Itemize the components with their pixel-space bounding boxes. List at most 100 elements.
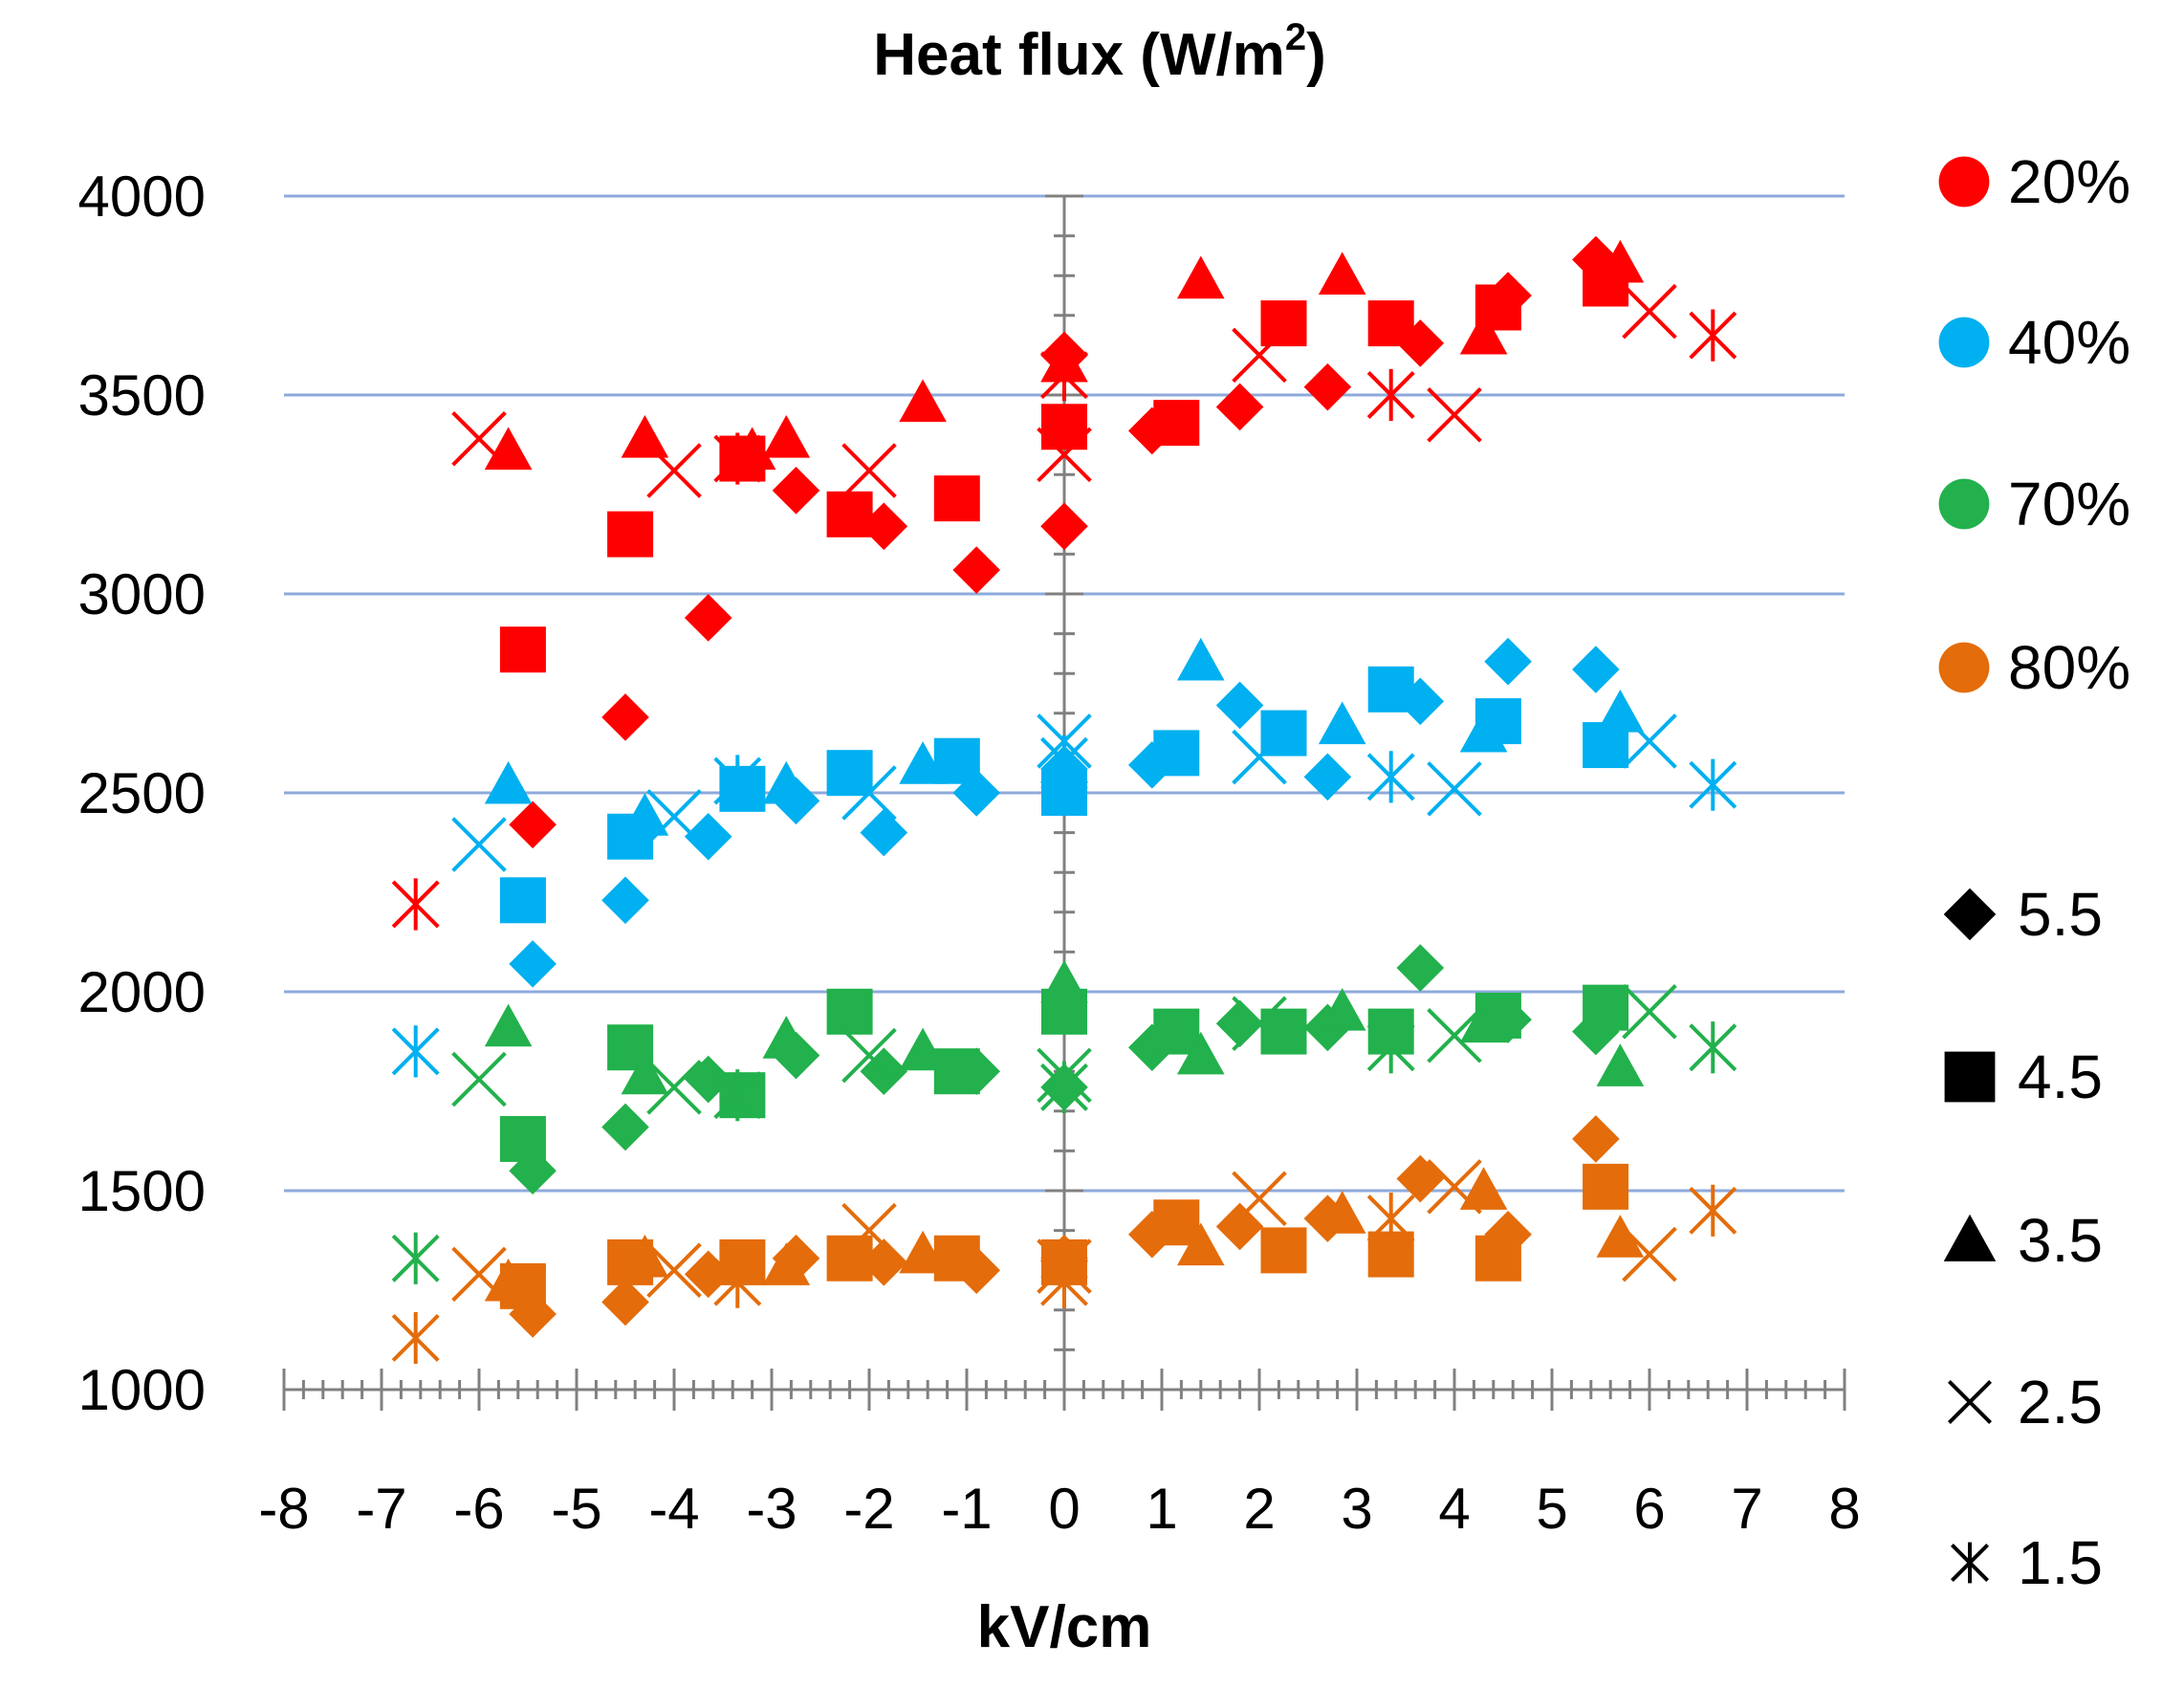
x-tick-label: 8: [1828, 1477, 1860, 1541]
data-point: [1260, 300, 1307, 347]
data-point: [451, 1246, 507, 1303]
legend-label: 4.5: [2018, 1042, 2103, 1111]
data-point: [899, 1230, 947, 1274]
axes: [282, 194, 1846, 1411]
y-tick-label: 4000: [78, 164, 206, 229]
data-point: [899, 741, 947, 784]
data-point: [646, 443, 702, 498]
data-point: [1427, 1007, 1482, 1063]
series: [451, 283, 1677, 498]
data-point: [826, 988, 873, 1035]
data-point: [1040, 1234, 1088, 1278]
chart-title-sup: 2: [1285, 16, 1306, 58]
data-point: [1366, 368, 1415, 422]
legend-label: 80%: [2008, 633, 2130, 702]
data-point: [860, 808, 908, 857]
data-point: [1366, 1021, 1415, 1074]
data-point: [1689, 1184, 1737, 1237]
data-point: [451, 410, 507, 467]
data-point: [607, 511, 654, 558]
data-points: [391, 235, 1737, 1365]
legend-label: 2.5: [2018, 1368, 2103, 1436]
data-point: [899, 379, 947, 423]
data-point: [646, 1060, 702, 1115]
data-point: [1232, 1171, 1287, 1227]
data-point: [1040, 502, 1088, 551]
data-point: [391, 1025, 440, 1078]
data-point: [1572, 1115, 1620, 1163]
data-point: [1303, 362, 1352, 411]
data-point: [499, 877, 546, 924]
data-point: [1583, 984, 1629, 1031]
data-point: [601, 693, 649, 741]
data-point: [1427, 1159, 1482, 1215]
data-point: [1037, 427, 1092, 483]
data-point: [841, 1202, 897, 1259]
data-point: [1318, 988, 1366, 1031]
chart-title-suffix: ): [1306, 22, 1326, 88]
data-point: [1215, 999, 1264, 1048]
x-tick-label: -1: [941, 1477, 992, 1541]
data-point: [1040, 734, 1088, 787]
legend-marker-swatch: [1943, 1214, 1997, 1261]
data-point: [1367, 300, 1414, 347]
data-point: [1459, 709, 1508, 753]
data-point: [1232, 729, 1287, 785]
data-point: [772, 467, 820, 515]
series: [391, 1184, 1737, 1365]
x-tick-label: 5: [1536, 1477, 1567, 1541]
data-point: [1427, 387, 1482, 443]
data-point: [1484, 637, 1532, 686]
series: [451, 1159, 1677, 1303]
legend-label: 40%: [2008, 308, 2130, 377]
data-point: [1318, 1191, 1366, 1234]
data-point: [841, 765, 897, 821]
x-tick-label: 2: [1243, 1477, 1275, 1541]
data-point: [509, 940, 557, 988]
data-point: [391, 1232, 440, 1284]
legend-label: 5.5: [2018, 880, 2103, 949]
data-point: [499, 1115, 546, 1162]
data-point: [1153, 730, 1200, 777]
legend: 20% 40% 70% 80% 5.5 4.5 3.5 2.5 1.5: [1938, 147, 2130, 1597]
y-tick-label: 2500: [78, 761, 206, 825]
data-point: [1596, 1215, 1645, 1258]
data-point: [1583, 1163, 1629, 1210]
data-point: [762, 1016, 811, 1059]
data-point: [1153, 400, 1200, 447]
data-point: [1215, 681, 1264, 730]
data-point: [451, 817, 507, 872]
data-point: [933, 1235, 980, 1282]
legend-marker-swatch: [1950, 1542, 1990, 1584]
data-point: [1040, 959, 1088, 1003]
legend-swatch: [1938, 156, 1990, 208]
data-point: [601, 1278, 649, 1326]
data-point: [499, 626, 546, 673]
data-point: [762, 1242, 811, 1285]
data-point: [1040, 1256, 1088, 1308]
data-point: [1177, 1222, 1225, 1266]
y-tick-label: 3000: [78, 562, 206, 626]
data-point: [1572, 646, 1620, 693]
x-tick-label: -5: [551, 1477, 601, 1541]
data-point: [1459, 999, 1508, 1043]
data-point: [1474, 1235, 1521, 1282]
data-point: [1622, 283, 1677, 340]
data-point: [1622, 1226, 1677, 1282]
data-point: [451, 1051, 507, 1107]
x-tick-label: 4: [1438, 1477, 1470, 1541]
x-axis-label: kV/cm: [977, 1594, 1152, 1660]
data-point: [621, 414, 669, 458]
data-point: [1318, 252, 1366, 296]
data-point: [899, 1027, 947, 1071]
series: [451, 713, 1677, 872]
series: [484, 239, 1645, 471]
data-point: [1177, 637, 1225, 681]
data-point: [713, 1256, 762, 1308]
data-point: [933, 1048, 980, 1095]
data-point: [1303, 753, 1352, 801]
data-point: [1459, 1167, 1508, 1210]
x-tick-label: -4: [648, 1477, 699, 1541]
data-point: [1367, 666, 1414, 712]
